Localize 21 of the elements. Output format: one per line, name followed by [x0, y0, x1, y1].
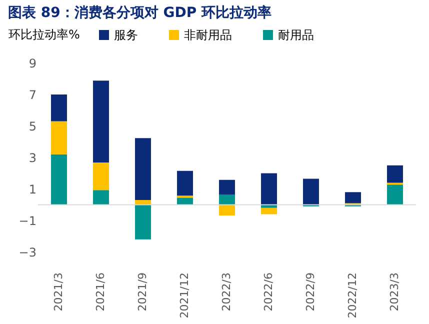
x-tick-label: 2021/6: [94, 272, 107, 312]
x-tick-label: 2021/12: [178, 272, 191, 318]
y-axis-title: 环比拉动率%: [8, 28, 80, 42]
x-tick-label: 2022/3: [220, 272, 233, 312]
legend-label: 耐用品: [278, 28, 314, 42]
legend-label: 服务: [114, 28, 138, 42]
x-tick-label: 2023/3: [388, 272, 401, 312]
y-tick-label: 9: [28, 56, 36, 70]
legend-label: 非耐用品: [184, 28, 232, 42]
y-tick-label: 3: [28, 151, 36, 165]
x-tick-label: 2022/9: [304, 272, 317, 312]
y-tick-label: −1: [18, 214, 36, 228]
x-tick-label: 2021/3: [52, 272, 65, 312]
y-tick-label: 5: [28, 120, 36, 134]
y-tick-label: 1: [28, 182, 36, 196]
x-tick-label: 2022/6: [262, 272, 275, 312]
y-tick-label: 7: [28, 88, 36, 102]
chart-title: 图表 89：消费各分项对 GDP 环比拉动率: [8, 4, 272, 21]
x-tick-label: 2021/9: [136, 272, 149, 312]
y-tick-label: −3: [18, 246, 36, 260]
x-tick-label: 2022/12: [346, 272, 359, 318]
